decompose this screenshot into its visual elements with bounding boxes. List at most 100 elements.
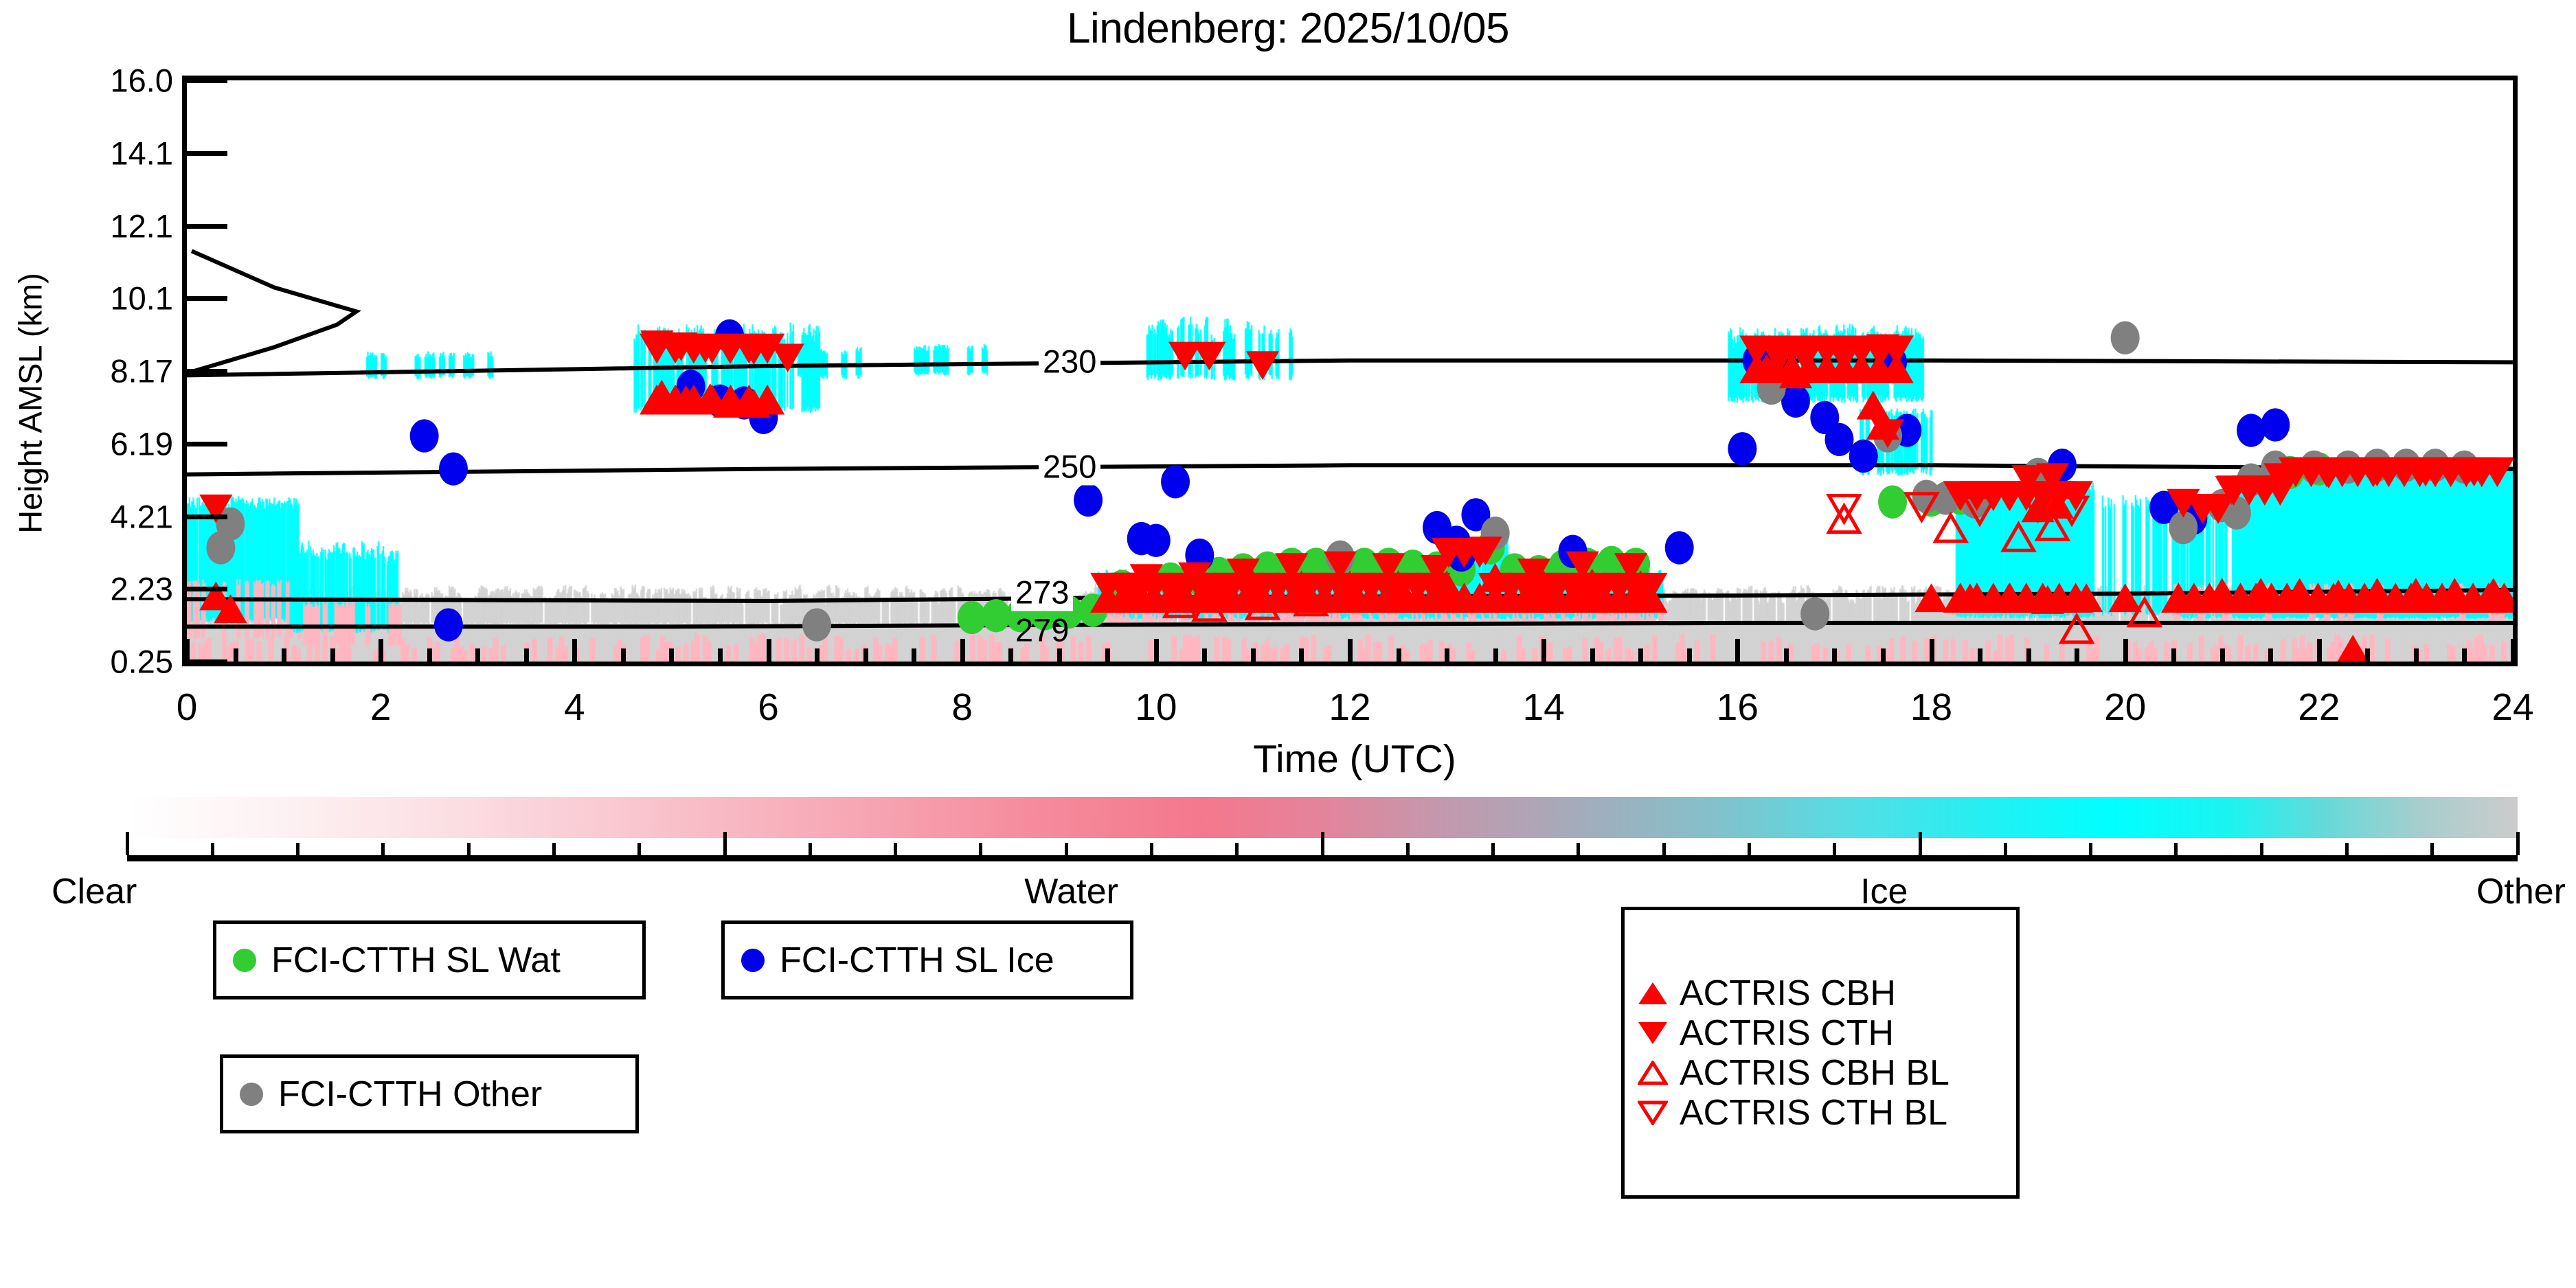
time-height-plot: 230 250 273 279 16.0 14.1 12.1 10.1 8.17 6.19 4.2… bbox=[12, 63, 2534, 782]
colorbar-axis bbox=[125, 832, 2520, 861]
colorbar-tick bbox=[552, 843, 556, 855]
x-tick-minor bbox=[2026, 648, 2031, 662]
x-tick-minor bbox=[523, 648, 529, 662]
y-axis-title: Height AMSL (km) bbox=[12, 273, 49, 534]
legend-marker-circle-gray bbox=[236, 1082, 267, 1106]
legend-row-actris-cbh-bl[interactable]: ACTRIS CBH BL bbox=[1625, 1053, 2016, 1093]
x-axis-title: Time (UTC) bbox=[1253, 737, 1456, 781]
x-tick-minor bbox=[1396, 648, 1401, 662]
colorbar-tick bbox=[210, 843, 214, 855]
colorbar-tick bbox=[2345, 843, 2349, 855]
x-tick-minor bbox=[1686, 648, 1692, 662]
colorbar-tick bbox=[1149, 843, 1153, 855]
triangle-up-filled-icon bbox=[1637, 982, 1669, 1004]
x-tick-major bbox=[1153, 639, 1159, 662]
colorbar-tick bbox=[894, 843, 898, 855]
y-tick-label: 2.23 bbox=[110, 570, 173, 607]
x-tick-minor bbox=[2171, 648, 2177, 662]
legend-actris[interactable]: ACTRIS CBH ACTRIS CTH ACTRIS CBH BL ACTR… bbox=[1621, 907, 2020, 1199]
isotherm-label: 230 bbox=[1039, 342, 1101, 381]
x-tick-minor bbox=[1638, 648, 1644, 662]
colorbar-tick bbox=[2430, 843, 2434, 855]
legend-marker-circle-green bbox=[229, 948, 260, 972]
x-tick-major bbox=[1541, 639, 1547, 662]
legend-row-actris-cbh[interactable]: ACTRIS CBH bbox=[1625, 973, 2016, 1013]
y-tick-label: 6.19 bbox=[110, 425, 173, 462]
x-tick-minor bbox=[1250, 648, 1256, 662]
legend-row-actris-cth[interactable]: ACTRIS CTH bbox=[1625, 1013, 2016, 1053]
colorbar-tick bbox=[1747, 843, 1751, 855]
page-title: Lindenberg: 2025/10/05 bbox=[1066, 5, 1510, 52]
x-tick-label: 20 bbox=[2104, 686, 2147, 728]
y-tick-label: 0.25 bbox=[110, 643, 173, 680]
isotherm-label: 273 bbox=[1011, 573, 1074, 611]
triangle-down-filled-icon bbox=[1637, 1021, 1669, 1044]
y-tick bbox=[186, 441, 227, 447]
colorbar bbox=[125, 797, 2520, 861]
colorbar-tick bbox=[296, 843, 300, 855]
x-tick-label: 12 bbox=[1329, 686, 1371, 728]
x-tick-major bbox=[766, 639, 771, 662]
x-tick-minor bbox=[1057, 648, 1062, 662]
y-tick-label: 14.1 bbox=[110, 135, 173, 172]
x-tick-minor bbox=[1832, 648, 1838, 662]
colorbar-tick bbox=[637, 843, 642, 855]
x-tick-minor bbox=[863, 648, 868, 662]
y-tick bbox=[186, 514, 227, 519]
colorbar-tick bbox=[1405, 843, 1410, 855]
legend-label-actris-cbh-bl: ACTRIS CBH BL bbox=[1680, 1052, 1950, 1093]
y-tick-label: 4.21 bbox=[110, 498, 173, 534]
x-tick-major bbox=[572, 639, 578, 662]
y-tick-label: 16.0 bbox=[110, 62, 173, 99]
legend-row-actris-cth-bl[interactable]: ACTRIS CTH BL bbox=[1625, 1093, 2016, 1133]
x-tick-minor bbox=[1202, 648, 1208, 662]
x-tick-minor bbox=[282, 648, 287, 662]
colorbar-tick bbox=[381, 843, 385, 855]
x-tick-minor bbox=[717, 648, 723, 662]
x-tick-label: 8 bbox=[951, 686, 973, 728]
legend-fci-ctth-sl-wat[interactable]: FCI-CTTH SL Wat bbox=[213, 920, 646, 999]
colorbar-tick bbox=[466, 843, 471, 855]
colorbar-tick bbox=[125, 832, 129, 855]
legend-label-actris-cth-bl: ACTRIS CTH BL bbox=[1680, 1092, 1948, 1133]
x-tick-label: 24 bbox=[2492, 686, 2534, 728]
x-tick-major bbox=[2316, 639, 2322, 662]
legend-label-actris-cth: ACTRIS CTH bbox=[1680, 1013, 1894, 1053]
x-tick-label: 0 bbox=[176, 686, 198, 728]
cloud-classification-raster bbox=[187, 80, 2513, 662]
y-tick bbox=[186, 587, 227, 592]
x-tick-label: 10 bbox=[1135, 686, 1177, 728]
x-tick-minor bbox=[330, 648, 335, 662]
colorbar-tick bbox=[1064, 843, 1068, 855]
x-tick-minor bbox=[2075, 648, 2080, 662]
colorbar-tick bbox=[2003, 843, 2007, 855]
x-tick-minor bbox=[1493, 648, 1498, 662]
legend-label-other: FCI-CTTH Other bbox=[278, 1074, 543, 1114]
colorbar-tick bbox=[1491, 843, 1495, 855]
legend-label-sl-ice: FCI-CTTH SL Ice bbox=[780, 940, 1054, 980]
x-tick-minor bbox=[1783, 648, 1789, 662]
legend-fci-ctth-sl-ice[interactable]: FCI-CTTH SL Ice bbox=[721, 920, 1133, 999]
colorbar-tick bbox=[1577, 843, 1581, 855]
y-tick-label: 12.1 bbox=[110, 207, 173, 244]
x-tick-minor bbox=[2462, 648, 2467, 662]
colorbar-tick bbox=[808, 843, 812, 855]
legend-fci-ctth-other[interactable]: FCI-CTTH Other bbox=[220, 1054, 639, 1133]
triangle-down-open-icon bbox=[1637, 1100, 1669, 1125]
x-tick-minor bbox=[620, 648, 626, 662]
x-tick-minor bbox=[1299, 648, 1304, 662]
x-tick-minor bbox=[1590, 648, 1595, 662]
colorbar-label-water: Water bbox=[1024, 872, 1118, 912]
y-tick-label: 10.1 bbox=[110, 280, 173, 317]
x-tick-label: 2 bbox=[370, 686, 392, 728]
colorbar-tick bbox=[2516, 832, 2520, 855]
colorbar-tick bbox=[1662, 843, 1666, 855]
colorbar-tick bbox=[2089, 843, 2093, 855]
plot-canvas bbox=[187, 80, 2513, 662]
isotherm-label: 279 bbox=[1015, 611, 1070, 648]
isotherm-label: 250 bbox=[1039, 447, 1101, 486]
x-tick-major bbox=[2123, 639, 2128, 662]
x-tick-minor bbox=[2268, 648, 2274, 662]
x-tick-minor bbox=[2413, 648, 2419, 662]
colorbar-tick bbox=[1833, 843, 1837, 855]
